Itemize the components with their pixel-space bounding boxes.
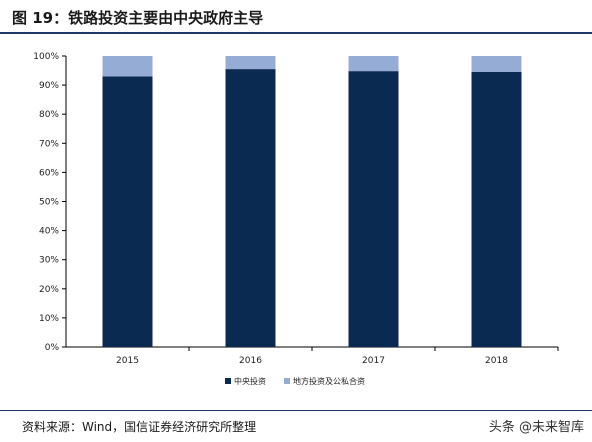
- y-tick-label: 80%: [39, 110, 59, 120]
- y-tick-label: 20%: [39, 285, 59, 295]
- bar-segment-local: [225, 56, 276, 70]
- bar-segment-central: [102, 76, 153, 347]
- y-tick-label: 60%: [39, 168, 59, 178]
- bar-segment-local: [102, 56, 153, 77]
- legend-label-central: 中央投资: [234, 376, 266, 386]
- legend-swatch-local: [284, 378, 290, 384]
- y-tick-label: 100%: [33, 52, 59, 62]
- watermark: 头条 @未来智库: [488, 420, 584, 435]
- x-tick-label: 2017: [362, 356, 385, 366]
- source-note: 资料来源：Wind，国信证券经济研究所整理: [22, 420, 257, 434]
- bar-segment-central: [348, 71, 399, 347]
- y-tick-label: 30%: [39, 256, 59, 266]
- y-tick-label: 70%: [39, 139, 59, 149]
- y-tick-label: 10%: [39, 314, 59, 324]
- figure-title: 图 19：铁路投资主要由中央政府主导: [12, 9, 264, 27]
- y-tick-label: 50%: [39, 198, 59, 208]
- title-bar: 图 19：铁路投资主要由中央政府主导: [0, 0, 592, 34]
- x-tick-label: 2016: [239, 356, 262, 366]
- bar-segment-central: [471, 72, 522, 347]
- chart-legend: 中央投资 地方投资及公私合资: [225, 376, 365, 386]
- bar-segment-central: [225, 69, 276, 347]
- y-tick-label: 0%: [45, 343, 60, 353]
- bar-segment-local: [471, 56, 522, 73]
- y-tick-label: 40%: [39, 227, 59, 237]
- chart-bars: [102, 56, 522, 347]
- x-tick-label: 2018: [485, 356, 508, 366]
- x-tick-label: 2015: [116, 356, 139, 366]
- stacked-bar-chart: 0% 10% 20% 30% 40% 50% 60% 70% 80% 90% 100% 2015 201…: [33, 52, 559, 386]
- y-tick-label: 90%: [39, 81, 59, 91]
- legend-label-local: 地方投资及公私合资: [293, 376, 365, 386]
- bar-segment-local: [348, 56, 399, 72]
- legend-swatch-central: [225, 378, 231, 384]
- source-bar: 资料来源：Wind，国信证券经济研究所整理 头条 @未来智库: [0, 410, 592, 442]
